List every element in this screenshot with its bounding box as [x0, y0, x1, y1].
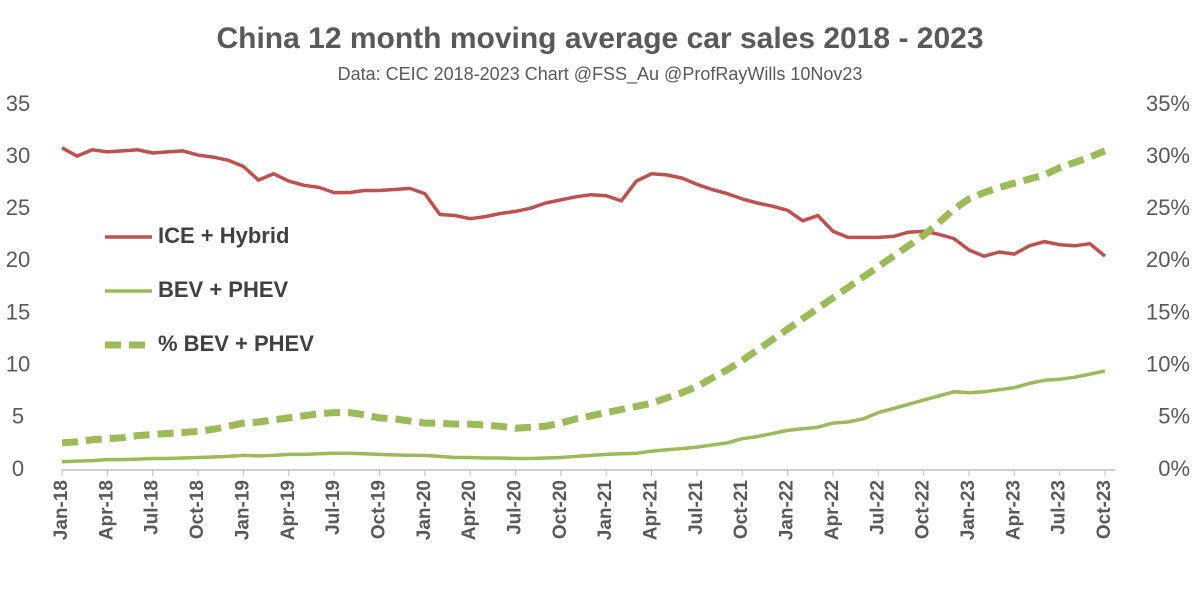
y-tick-label: 5 — [12, 404, 24, 429]
y2-tick-label: 15% — [1146, 299, 1190, 324]
x-tick-label: Jul-23 — [1049, 480, 1070, 535]
legend-label: % BEV + PHEV — [158, 331, 314, 356]
x-tick-label: Apr-19 — [278, 480, 299, 540]
x-tick-label: Jan-19 — [232, 480, 253, 540]
y-tick-label: 25 — [6, 195, 30, 220]
legend-label: BEV + PHEV — [158, 277, 289, 302]
series-line — [61, 369, 1106, 464]
series-line — [61, 147, 1107, 447]
y2-tick-label: 20% — [1146, 247, 1190, 272]
x-tick-label: Jan-22 — [777, 480, 798, 540]
y-tick-label: 0 — [12, 456, 24, 481]
legend-label: ICE + Hybrid — [158, 223, 289, 248]
y-tick-label: 30 — [6, 143, 30, 168]
x-tick-label: Apr-18 — [96, 480, 117, 540]
x-tick-label: Jan-20 — [414, 480, 435, 540]
y2-tick-label: 25% — [1146, 195, 1190, 220]
x-tick-label: Oct-22 — [913, 480, 934, 539]
x-tick-label: Jan-23 — [958, 480, 979, 540]
x-tick-label: Apr-20 — [459, 480, 480, 540]
y2-tick-label: 10% — [1146, 352, 1190, 377]
y-tick-label: 15 — [6, 299, 30, 324]
x-tick-label: Oct-20 — [550, 480, 571, 539]
x-tick-label: Apr-22 — [822, 480, 843, 540]
x-tick-label: Jul-21 — [686, 480, 707, 535]
x-tick-label: Apr-21 — [641, 480, 662, 541]
x-tick-label: Oct-19 — [368, 480, 389, 539]
x-tick-label: Jul-18 — [142, 480, 163, 535]
y2-tick-label: 0% — [1158, 456, 1190, 481]
y-tick-label: 10 — [6, 352, 30, 377]
x-tick-label: Apr-23 — [1003, 480, 1024, 540]
x-tick-label: Jan-18 — [51, 480, 72, 540]
x-tick-label: Jul-22 — [867, 480, 888, 535]
y2-tick-label: 5% — [1158, 404, 1190, 429]
y2-tick-label: 30% — [1146, 143, 1190, 168]
x-tick-label: Oct-23 — [1094, 480, 1115, 539]
y2-tick-label: 35% — [1146, 91, 1190, 116]
y-tick-label: 20 — [6, 247, 30, 272]
y-tick-label: 35 — [6, 91, 30, 116]
chart-title: China 12 month moving average car sales … — [216, 22, 983, 55]
x-tick-label: Jul-20 — [504, 480, 525, 535]
chart-subtitle: Data: CEIC 2018-2023 Chart @FSS_Au @Prof… — [338, 64, 863, 85]
x-tick-label: Jan-21 — [595, 480, 616, 541]
x-tick-label: Oct-21 — [731, 480, 752, 540]
x-tick-label: Oct-18 — [187, 480, 208, 539]
x-tick-label: Jul-19 — [323, 480, 344, 535]
